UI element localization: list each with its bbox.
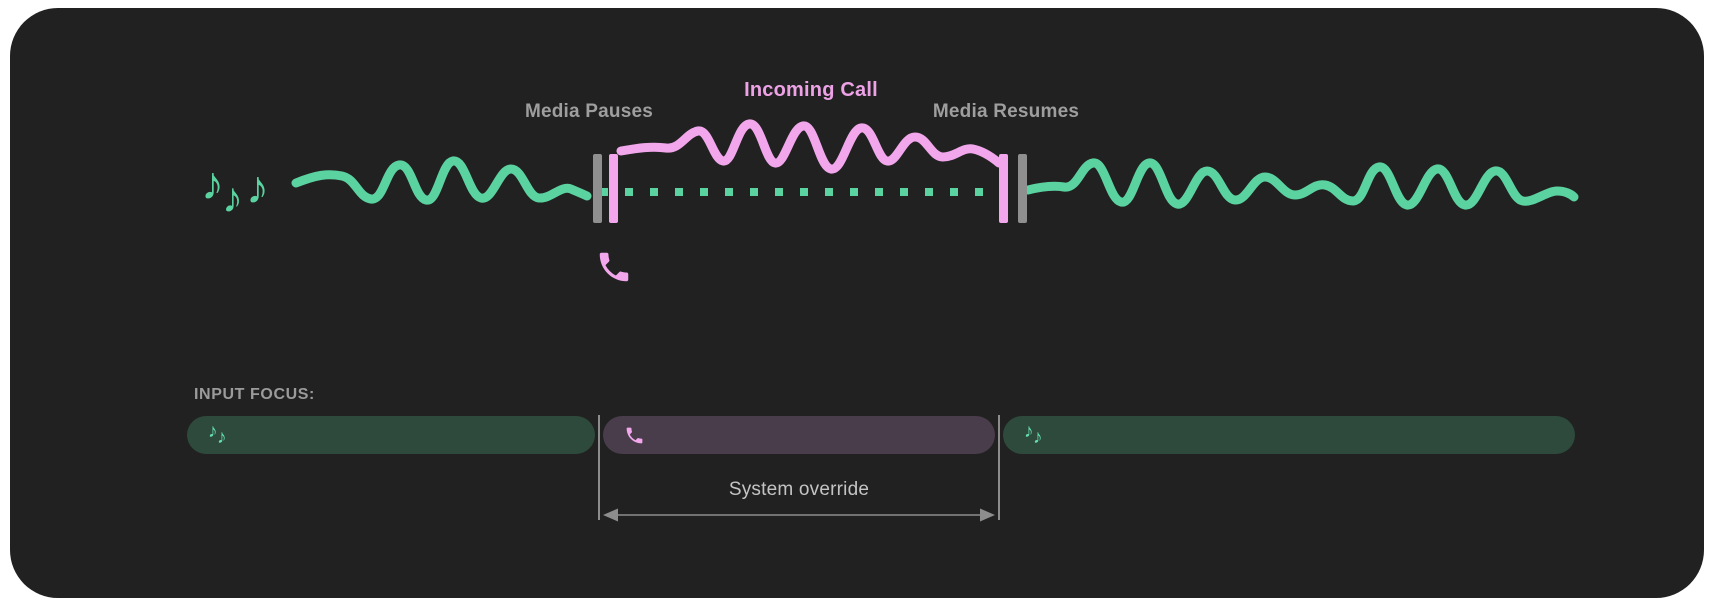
phone-icon [626,427,643,443]
focus-segment-media-after: ♪ ♪ [1003,416,1575,454]
diagram-card [10,8,1704,598]
music-note-glyph: ♪ [208,421,218,442]
media-resumes-label: Media Resumes [932,101,1080,122]
music-note-glyph: ♪ [1024,421,1034,442]
music-note-glyph: ♪ [222,174,243,221]
resume-marker-gray-bar [1018,154,1027,223]
system-override-label: System override [728,479,870,500]
music-note-glyph: ♪ [217,427,227,448]
music-note-glyph: ♪ [201,157,224,209]
pause-marker-pink-bar [609,154,618,223]
input-focus-heading: INPUT FOCUS: [194,386,315,403]
phone-icon [599,252,629,282]
music-note-glyph: ♪ [246,161,269,213]
music-notes-icon: ♪ ♪ [1024,422,1050,448]
media-waveform-after [1023,158,1579,210]
arrow-head-left [603,508,618,522]
pause-marker-gray-bar [593,154,602,223]
incoming-call-label: Incoming Call [744,79,878,101]
call-waveform [616,119,1004,174]
music-notes-icon: ♪ ♪ ♪ [201,150,281,226]
override-boundary-line-left [598,415,600,520]
system-override-arrow [603,508,995,522]
focus-segment-media-before: ♪ ♪ [187,416,595,454]
media-waveform-before [291,156,592,205]
music-notes-icon: ♪ ♪ [208,422,234,448]
resume-marker-pink-bar [999,154,1008,223]
arrow-head-right [980,508,995,522]
music-note-glyph: ♪ [1033,427,1043,448]
override-boundary-line-right [998,415,1000,520]
media-pauses-label: Media Pauses [524,101,654,122]
focus-segment-call [603,416,995,454]
